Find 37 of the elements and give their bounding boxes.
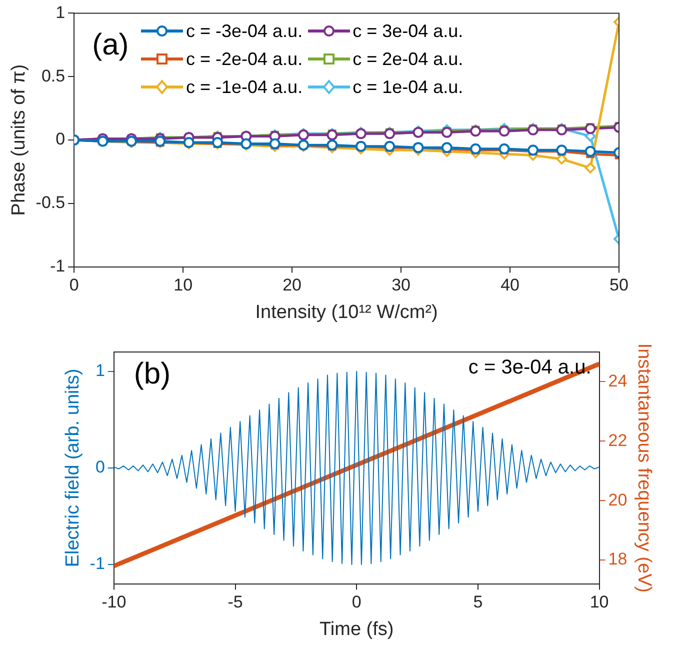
y2-tick-label: 20	[608, 490, 628, 510]
legend-label: c = 1e-04 a.u.	[352, 76, 464, 98]
x-tick-label: -5	[228, 592, 243, 612]
y-tick-label: 0.5	[41, 66, 66, 86]
y2-tick-label: 22	[608, 430, 628, 450]
legend-label: c = -3e-04 a.u.	[186, 20, 303, 42]
legend-label: c = 3e-04 a.u.	[352, 20, 464, 42]
x-tick-label: 10	[590, 592, 609, 612]
x-tick-label: 20	[282, 276, 302, 295]
x-tick-label: 0	[352, 592, 362, 612]
y-tick-label: -1	[50, 256, 66, 276]
x-tick-label: 10	[174, 276, 193, 295]
x-tick-label: 50	[610, 276, 628, 295]
x-axis-title: Time (fs)	[319, 618, 394, 640]
x-axis-title: Intensity (10¹² W/cm²)	[255, 302, 438, 323]
y-axis-title: Phase (units of π)	[8, 64, 30, 216]
legend-label: c = 2e-04 a.u.	[352, 48, 464, 70]
y-tick-label: 0	[95, 458, 105, 477]
x-tick-label: 5	[473, 592, 483, 612]
annotation: (a)	[92, 28, 129, 62]
y-axis-title: Electric field (arb. units)	[62, 368, 84, 568]
y-tick-label: -0.5	[36, 193, 66, 212]
legend-label: c = -1e-04 a.u.	[186, 76, 303, 98]
x-tick-label: 30	[392, 276, 410, 295]
x-tick-label: 0	[69, 276, 79, 295]
y2-tick-label: 18	[608, 550, 628, 569]
y-tick-label: 0	[56, 130, 66, 149]
y-tick-label: 1	[56, 2, 66, 22]
x-tick-label: -10	[102, 592, 126, 612]
y2-axis-title: Instantaneous frequency (eV)	[633, 343, 654, 593]
x-tick-label: 40	[500, 276, 520, 295]
annotation: (b)	[134, 357, 171, 390]
y2-tick-label: 24	[608, 371, 628, 390]
annotation: c = 3e-04 a.u.	[468, 356, 592, 379]
y-tick-label: 1	[95, 361, 105, 380]
y-tick-label: -1	[90, 554, 105, 574]
legend-label: c = -2e-04 a.u.	[186, 48, 303, 70]
